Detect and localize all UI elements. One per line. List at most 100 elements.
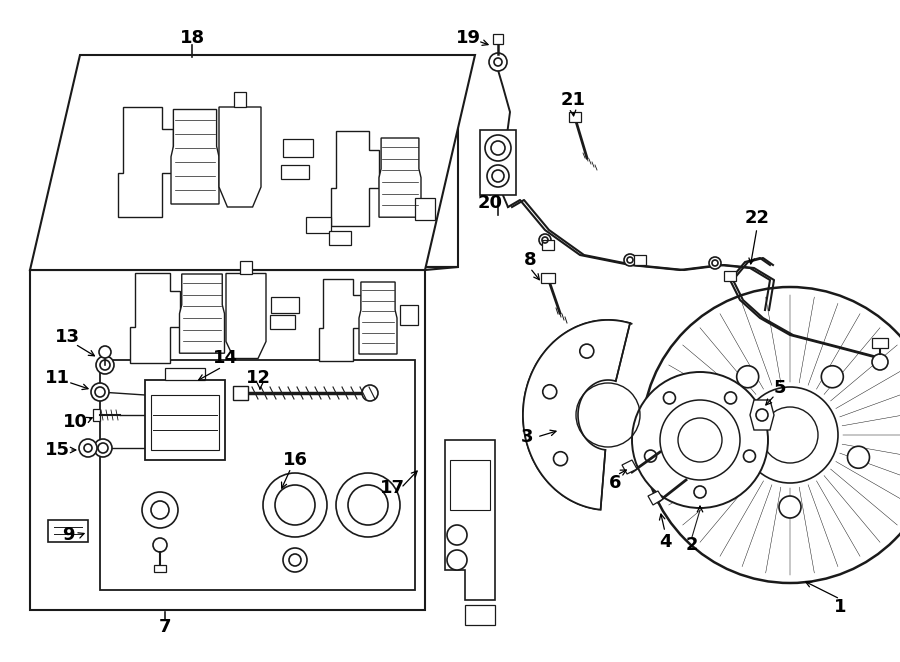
Text: 19: 19 [455,29,481,47]
Circle shape [644,450,656,462]
Polygon shape [541,273,555,283]
Polygon shape [271,297,299,313]
Text: 21: 21 [561,91,586,109]
Circle shape [489,53,507,71]
Text: 2: 2 [686,536,698,554]
Polygon shape [319,279,361,361]
Polygon shape [30,270,425,610]
Polygon shape [219,107,261,207]
Polygon shape [622,460,637,474]
Polygon shape [118,107,173,217]
Circle shape [660,400,740,480]
Text: 9: 9 [62,526,75,544]
Circle shape [724,392,736,404]
Text: 5: 5 [774,379,787,397]
Polygon shape [269,315,294,329]
Circle shape [79,439,97,457]
Polygon shape [233,386,248,400]
Polygon shape [542,240,554,250]
Text: 1: 1 [833,598,846,616]
Polygon shape [234,92,247,107]
Circle shape [487,165,509,187]
Circle shape [624,254,636,266]
Polygon shape [648,491,663,505]
Text: 12: 12 [246,369,271,387]
Circle shape [762,407,818,463]
Polygon shape [226,273,266,359]
Circle shape [663,392,675,404]
Polygon shape [359,282,397,354]
Polygon shape [724,271,736,281]
Circle shape [362,385,378,401]
Polygon shape [165,368,205,380]
Polygon shape [281,165,309,179]
Text: 17: 17 [380,479,404,497]
Polygon shape [569,112,581,122]
Text: 10: 10 [62,413,87,431]
Text: 7: 7 [158,618,171,636]
Polygon shape [634,255,646,265]
Circle shape [632,372,768,508]
Circle shape [142,492,178,528]
Text: 8: 8 [524,251,536,269]
Polygon shape [130,273,180,363]
Circle shape [709,257,721,269]
Polygon shape [415,198,435,220]
Circle shape [543,385,557,399]
Polygon shape [872,338,888,348]
Circle shape [539,234,551,246]
Circle shape [779,496,801,518]
Polygon shape [145,380,225,460]
Polygon shape [305,217,330,233]
Polygon shape [171,109,219,204]
Polygon shape [154,565,166,572]
Circle shape [710,446,733,468]
Polygon shape [480,130,516,195]
Polygon shape [523,320,630,510]
Text: 13: 13 [55,328,79,346]
Text: 15: 15 [44,441,69,459]
Circle shape [153,538,167,552]
Polygon shape [30,267,458,270]
Text: 20: 20 [478,194,502,212]
Text: 22: 22 [744,209,770,227]
Polygon shape [93,409,100,421]
Text: 4: 4 [659,533,671,551]
Circle shape [554,451,568,465]
Polygon shape [100,360,415,590]
Polygon shape [379,138,421,217]
Text: 14: 14 [212,349,238,367]
Circle shape [743,450,755,462]
Circle shape [91,383,109,401]
Circle shape [336,473,400,537]
Polygon shape [329,231,351,245]
Polygon shape [179,274,224,354]
Text: 3: 3 [521,428,533,446]
Circle shape [737,365,759,388]
Circle shape [96,356,114,374]
Polygon shape [331,130,379,226]
Polygon shape [48,520,88,542]
Circle shape [742,387,838,483]
Text: 6: 6 [608,474,621,492]
Circle shape [485,135,511,161]
Text: 18: 18 [179,29,204,47]
Circle shape [678,418,722,462]
Circle shape [848,446,869,468]
Circle shape [99,346,111,358]
Polygon shape [493,34,503,44]
Polygon shape [283,139,313,157]
Polygon shape [750,400,774,430]
Circle shape [872,354,888,370]
Polygon shape [240,261,252,273]
Circle shape [642,287,900,583]
Circle shape [447,550,467,570]
Circle shape [447,525,467,545]
Circle shape [580,344,594,358]
Polygon shape [445,440,495,600]
Circle shape [94,439,112,457]
Text: 16: 16 [283,451,308,469]
Circle shape [263,473,327,537]
Polygon shape [400,305,418,325]
Circle shape [822,365,843,388]
